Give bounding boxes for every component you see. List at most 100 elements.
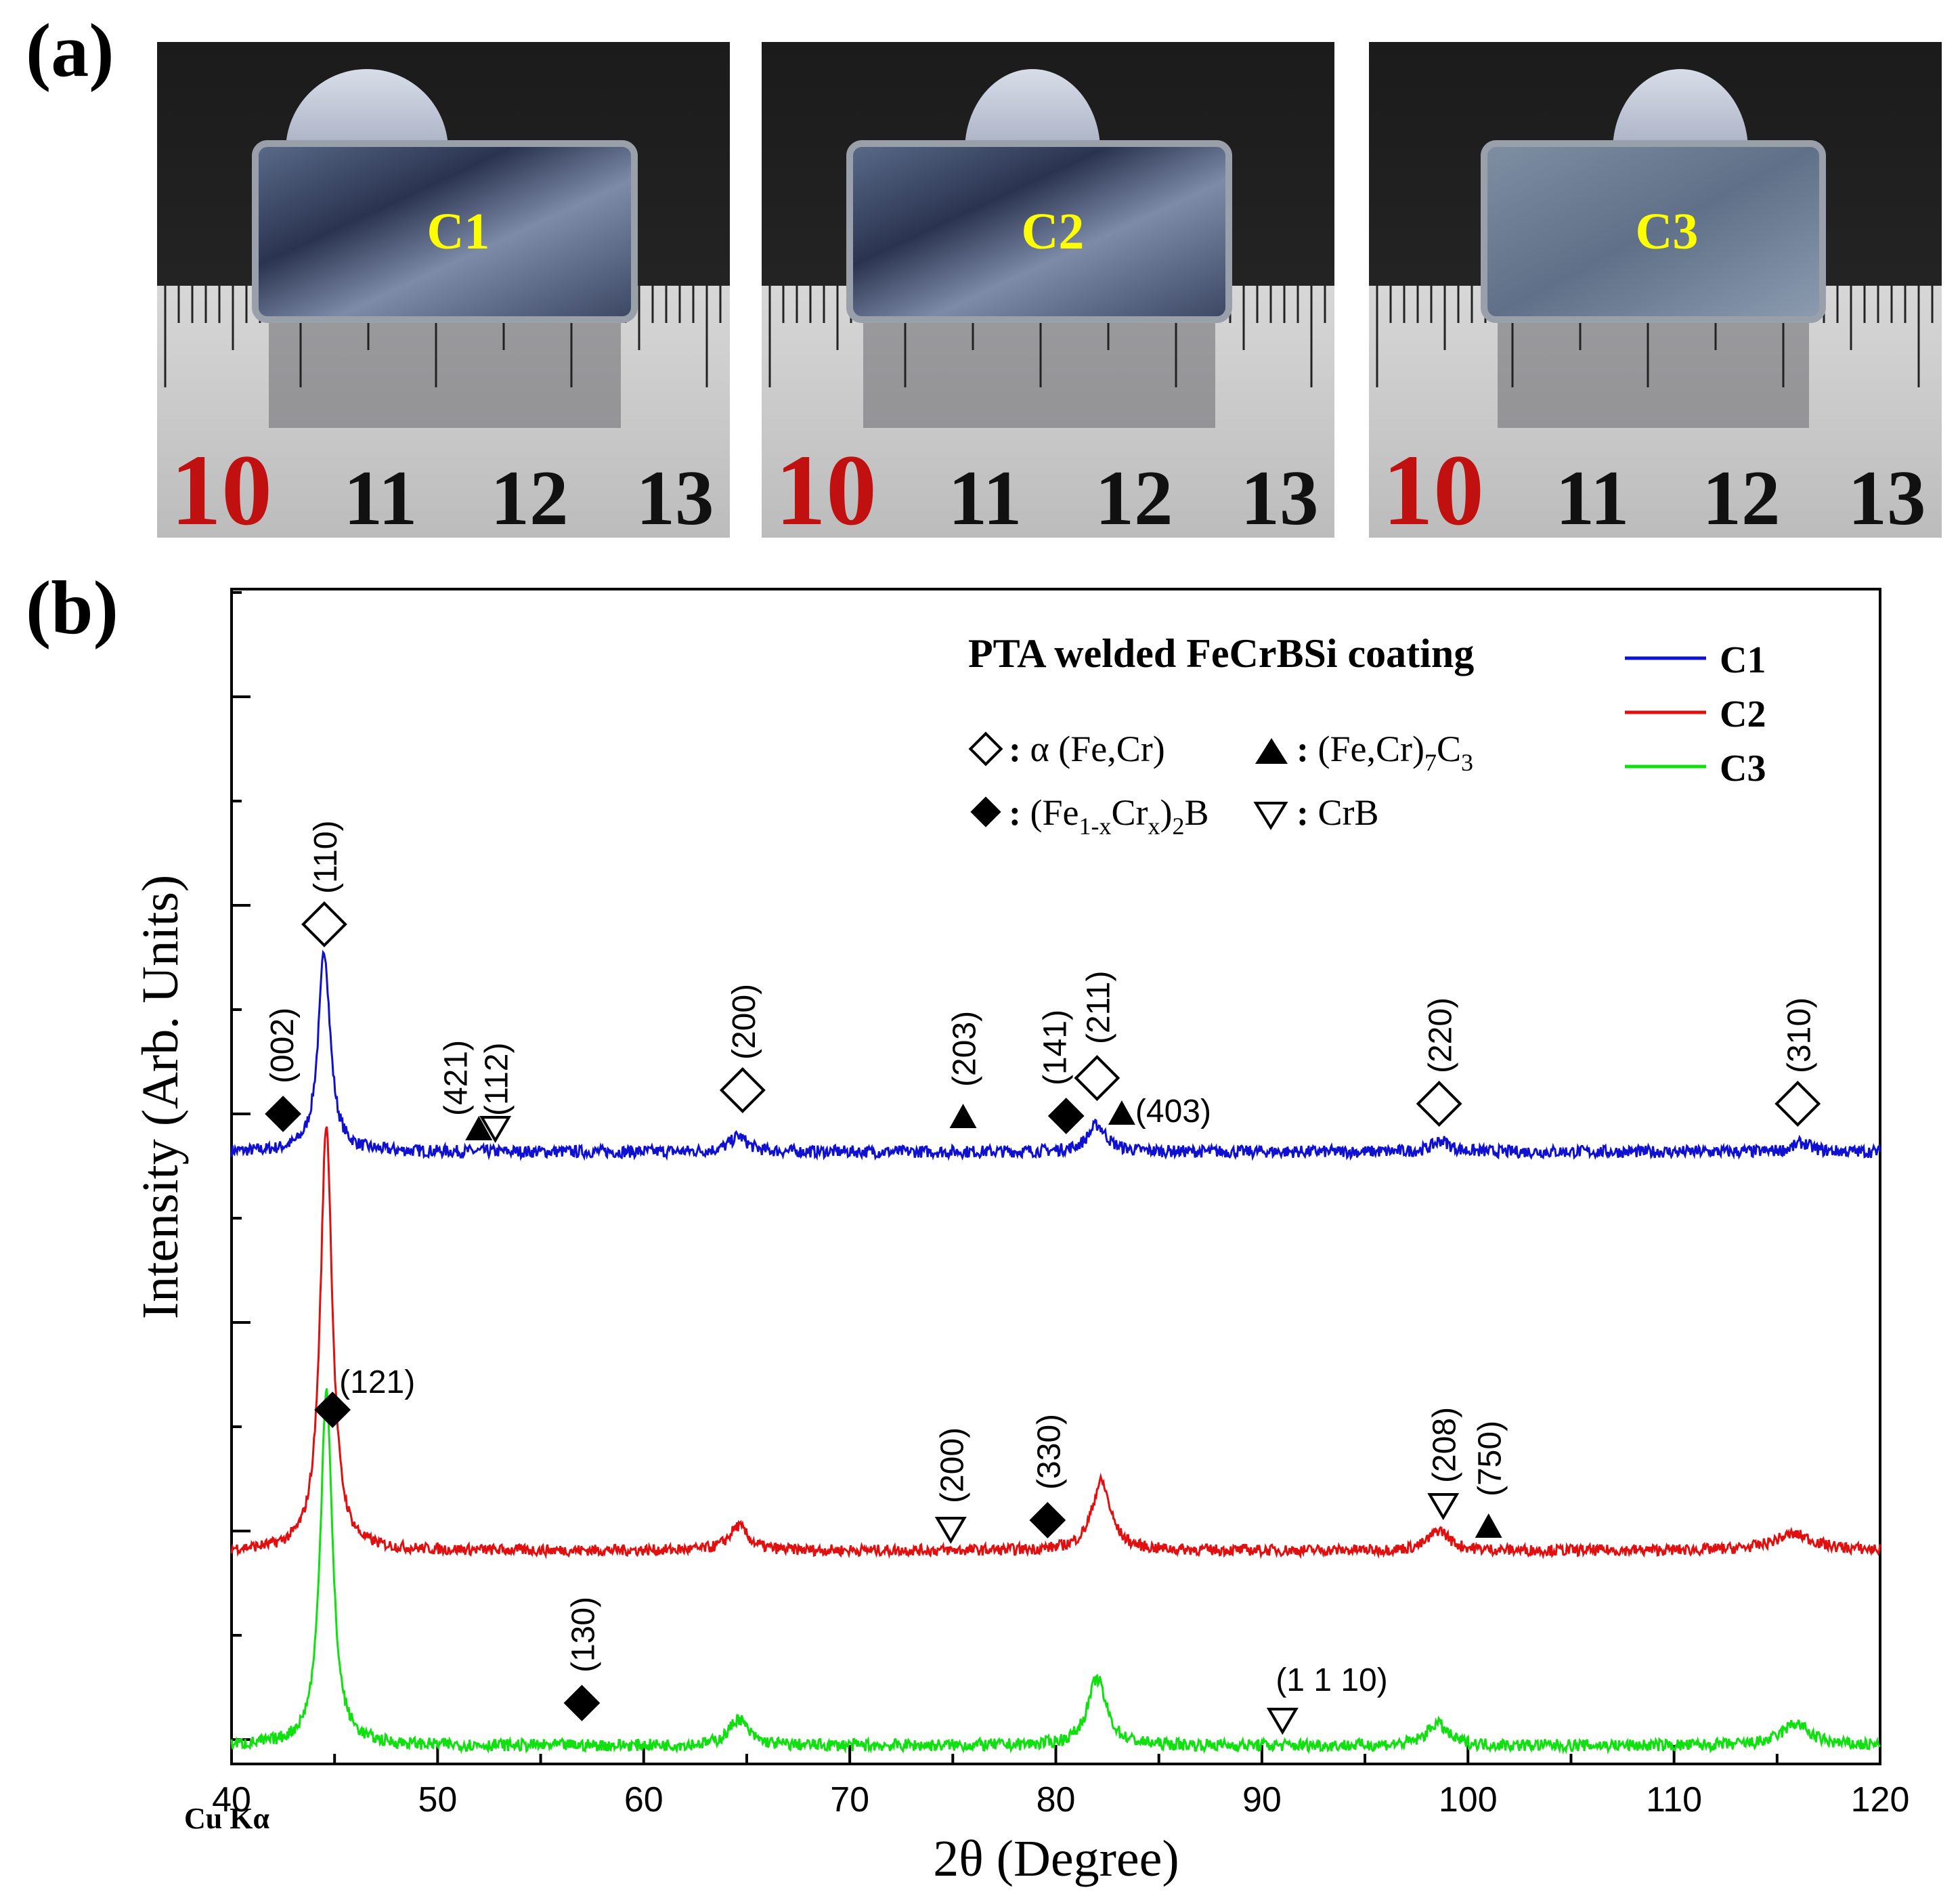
radiation-label: Cu Kα bbox=[184, 1802, 269, 1835]
panel-a-label: (a) bbox=[26, 9, 114, 93]
phase-legend-m7c3: : (Fe,Cr)7C3 bbox=[1297, 729, 1473, 776]
annotation-c3: (130) bbox=[563, 1597, 601, 1721]
sample-body bbox=[252, 140, 638, 323]
annotation-c1: (211) bbox=[1074, 971, 1120, 1101]
sample-photo-c3: 10 11 12 13 C3 bbox=[1369, 42, 1942, 546]
x-tick-label: 90 bbox=[1242, 1780, 1282, 1819]
ruler-number: 11 bbox=[344, 455, 418, 541]
peak-label: (121) bbox=[339, 1364, 415, 1400]
x-tick-label: 40 bbox=[212, 1780, 251, 1819]
phase-legend-alpha: : α (Fe,Cr) bbox=[1009, 729, 1165, 769]
ruler-number: 10 bbox=[775, 434, 877, 546]
phase-legend-crb: : CrB bbox=[1297, 792, 1379, 833]
peak-label: (200) bbox=[726, 984, 762, 1060]
photo-row: 10 11 12 13 C1 10 11 12 13 C2 10 11 12 13 C3 bbox=[157, 42, 1942, 546]
filled-diamond-marker bbox=[563, 1685, 601, 1721]
open-diamond-marker bbox=[719, 1067, 766, 1113]
ruler-number: 13 bbox=[1241, 455, 1319, 541]
series-line-c1 bbox=[230, 949, 1881, 1161]
peak-label: (141) bbox=[1038, 1010, 1074, 1085]
open-diamond-marker bbox=[1774, 1081, 1821, 1127]
peak-label: (002) bbox=[265, 1008, 301, 1083]
ruler-number: 11 bbox=[1556, 455, 1630, 541]
x-axis-ticks: 40 50 60 70 80 90 100 110 120 bbox=[212, 1745, 1909, 1819]
peak-label: (203) bbox=[947, 1011, 983, 1087]
x-tick-label: 100 bbox=[1439, 1780, 1498, 1819]
chart-title: PTA welded FeCrBSi coating bbox=[968, 631, 1474, 676]
filled-diamond-icon bbox=[970, 796, 1001, 827]
filled-diamond-marker bbox=[1047, 1098, 1085, 1134]
sample-body bbox=[846, 140, 1232, 323]
peak-label: (330) bbox=[1031, 1414, 1067, 1490]
xrd-chart: 40 50 60 70 80 90 100 110 120 (110) (002) (421) (11… bbox=[132, 588, 1909, 1887]
peak-label: (403) bbox=[1135, 1094, 1211, 1129]
x-tick-label: 80 bbox=[1037, 1780, 1076, 1819]
peak-label: (130) bbox=[565, 1597, 601, 1673]
x-tick-label: 70 bbox=[830, 1780, 869, 1819]
ruler-number: 12 bbox=[491, 455, 569, 541]
legend-label-c2: C2 bbox=[1720, 693, 1766, 735]
annotation-c2: (208) bbox=[1427, 1407, 1463, 1520]
annotation-c2: (121) bbox=[314, 1364, 415, 1428]
open-diamond-marker bbox=[301, 901, 347, 947]
peak-label: (200) bbox=[934, 1427, 970, 1503]
phase-legend-m2b: : (Fe1-xCrx)2B bbox=[1009, 792, 1208, 840]
legend-label-c3: C3 bbox=[1720, 748, 1766, 790]
x-tick-label: 50 bbox=[418, 1780, 457, 1819]
annotation-c3: (1 1 10) bbox=[1266, 1662, 1388, 1735]
sample-photo-c2: 10 11 12 13 C2 bbox=[762, 42, 1334, 546]
sample-label: C2 bbox=[1022, 203, 1085, 260]
filled-diamond-marker bbox=[1029, 1502, 1066, 1538]
open-triangle-marker bbox=[1266, 1708, 1299, 1735]
sample-body bbox=[1481, 140, 1826, 323]
filled-triangle-marker bbox=[465, 1116, 493, 1140]
ruler-number: 13 bbox=[1848, 455, 1926, 541]
open-diamond-marker bbox=[1416, 1081, 1462, 1127]
open-triangle-marker bbox=[479, 1116, 512, 1143]
open-diamond-marker bbox=[1074, 1055, 1120, 1101]
y-axis-ticks bbox=[232, 591, 251, 1741]
ruler-number: 13 bbox=[636, 455, 714, 541]
series-legend: C1 C2 C3 bbox=[1625, 639, 1766, 790]
filled-triangle-marker bbox=[1108, 1100, 1135, 1125]
filled-triangle-icon bbox=[1255, 738, 1288, 764]
filled-triangle-marker bbox=[1475, 1513, 1502, 1538]
peak-label: (112) bbox=[479, 1043, 515, 1117]
phase-legend: : α (Fe,Cr) : (Fe,Cr)7C3 : (Fe1-xCrx)2B … bbox=[968, 729, 1473, 840]
legend-label-c1: C1 bbox=[1720, 639, 1766, 681]
filled-triangle-marker bbox=[949, 1104, 977, 1128]
annotation-c1: (421) bbox=[438, 1040, 493, 1140]
y-axis-label: Intensity (Arb. Units) bbox=[132, 875, 189, 1319]
ruler-number: 10 bbox=[171, 434, 272, 546]
series-line-c2 bbox=[230, 1126, 1881, 1559]
annotation-c1: (203) bbox=[947, 1011, 983, 1128]
ruler-number: 11 bbox=[949, 455, 1022, 541]
x-tick-label: 110 bbox=[1646, 1780, 1702, 1819]
peak-label: (220) bbox=[1423, 997, 1459, 1073]
phase-legend-alpha-text: α (Fe,Cr) bbox=[1030, 729, 1164, 769]
annotation-c1: (200) bbox=[719, 984, 766, 1113]
peak-label: (211) bbox=[1081, 971, 1116, 1045]
peak-label: (208) bbox=[1427, 1407, 1463, 1483]
peak-label: (1 1 10) bbox=[1276, 1662, 1387, 1698]
peak-label: (750) bbox=[1473, 1421, 1508, 1496]
peak-label: (421) bbox=[438, 1040, 474, 1116]
phase-legend-crb-text: CrB bbox=[1317, 792, 1378, 833]
open-triangle-marker bbox=[934, 1517, 967, 1544]
annotation-c1: (002) bbox=[265, 1008, 301, 1132]
panel-b-label: (b) bbox=[26, 566, 118, 650]
peak-annotations: (110) (002) (421) (112) (200) (203) (141)(211)… bbox=[265, 821, 1821, 1735]
peak-label: (310) bbox=[1781, 997, 1817, 1073]
annotation-c2: (200) bbox=[934, 1427, 970, 1544]
annotation-c2: (750) bbox=[1473, 1421, 1508, 1538]
annotation-c1: (112) bbox=[479, 1043, 515, 1143]
ruler-number: 12 bbox=[1095, 455, 1173, 541]
sample-photo-c1: 10 11 12 13 C1 bbox=[157, 42, 730, 546]
annotation-c1: (141) bbox=[1038, 1010, 1085, 1134]
series-line-c3 bbox=[230, 1388, 1881, 1755]
annotation-c1: (220) bbox=[1416, 997, 1462, 1127]
ruler-number: 12 bbox=[1703, 455, 1781, 541]
annotation-c1: (310) bbox=[1774, 997, 1821, 1127]
annotation-c1: (403) bbox=[1108, 1094, 1211, 1129]
